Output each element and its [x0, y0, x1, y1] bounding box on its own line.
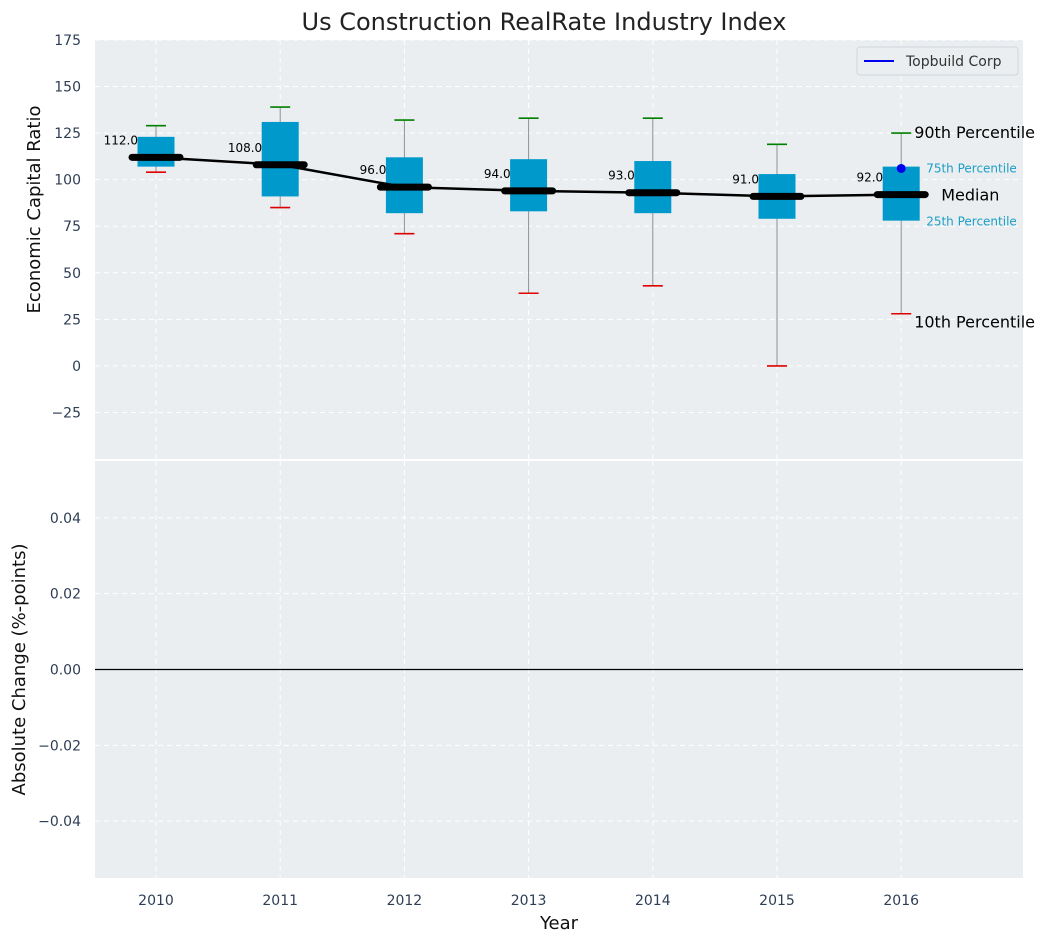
iqr-box: [261, 121, 299, 197]
top-y-tick-label: 125: [54, 126, 81, 142]
x-tick-label: 2014: [635, 893, 671, 909]
iqr-box: [634, 161, 672, 214]
x-tick-label: 2011: [262, 893, 298, 909]
top-y-tick-label: 75: [63, 219, 81, 235]
top-y-axis-title: Economic Capital Ratio: [24, 106, 45, 314]
bottom-y-tick-label: −0.04: [38, 814, 81, 830]
x-tick-label: 2016: [883, 893, 919, 909]
median-value-label: 92.0: [856, 171, 883, 185]
median-value-label: 93.0: [608, 169, 635, 183]
bottom-y-tick-label: 0.00: [50, 663, 81, 679]
bottom-y-tick-label: 0.02: [50, 587, 81, 603]
annotation-median: Median: [941, 186, 999, 205]
top-y-tick-label: 100: [54, 173, 81, 189]
iqr-box: [137, 136, 175, 167]
median-value-label: 94.0: [484, 167, 511, 181]
x-tick-label: 2015: [759, 893, 795, 909]
x-tick-label: 2010: [138, 893, 174, 909]
x-axis-title: Year: [539, 913, 579, 934]
bottom-y-tick-label: 0.04: [50, 511, 81, 527]
x-tick-label: 2012: [387, 893, 423, 909]
legend: Topbuild Corp: [856, 46, 1019, 76]
chart-title: Us Construction RealRate Industry Index: [302, 8, 787, 36]
annotation-10th: 10th Percentile: [914, 313, 1035, 332]
legend-entry-company: Topbuild Corp: [905, 54, 1002, 70]
median-value-label: 91.0: [732, 172, 759, 186]
iqr-box: [510, 159, 548, 212]
annotation-75th: 75th Percentile: [926, 162, 1017, 176]
top-panel: −25 0 25 50 75 100 125 150 175 112.0 108.0 96.0 94.0…: [24, 8, 1035, 459]
top-y-tick-label: 25: [63, 312, 81, 328]
top-y-tick-label: 0: [72, 359, 81, 375]
x-tick-label: 2013: [511, 893, 547, 909]
bottom-panel: −0.04 −0.02 0.00 0.02 0.04 2010 2011 2012 2013 20…: [9, 461, 1023, 934]
top-y-tick-label: 50: [63, 266, 81, 282]
top-y-tick-label: 150: [54, 80, 81, 96]
legend-box: [856, 46, 1019, 76]
top-y-tick-label: 175: [54, 33, 81, 49]
median-value-label: 112.0: [104, 133, 138, 147]
annotation-90th: 90th Percentile: [914, 123, 1035, 142]
median-value-label: 96.0: [360, 163, 387, 177]
top-plot-area: [95, 40, 1023, 459]
annotation-25th: 25th Percentile: [926, 215, 1017, 229]
bottom-y-tick-label: −0.02: [38, 738, 81, 754]
company-point: [896, 163, 906, 173]
top-y-tick-label: −25: [51, 405, 81, 421]
median-value-label: 108.0: [228, 141, 262, 155]
bottom-y-axis-title: Absolute Change (%-points): [9, 544, 30, 796]
